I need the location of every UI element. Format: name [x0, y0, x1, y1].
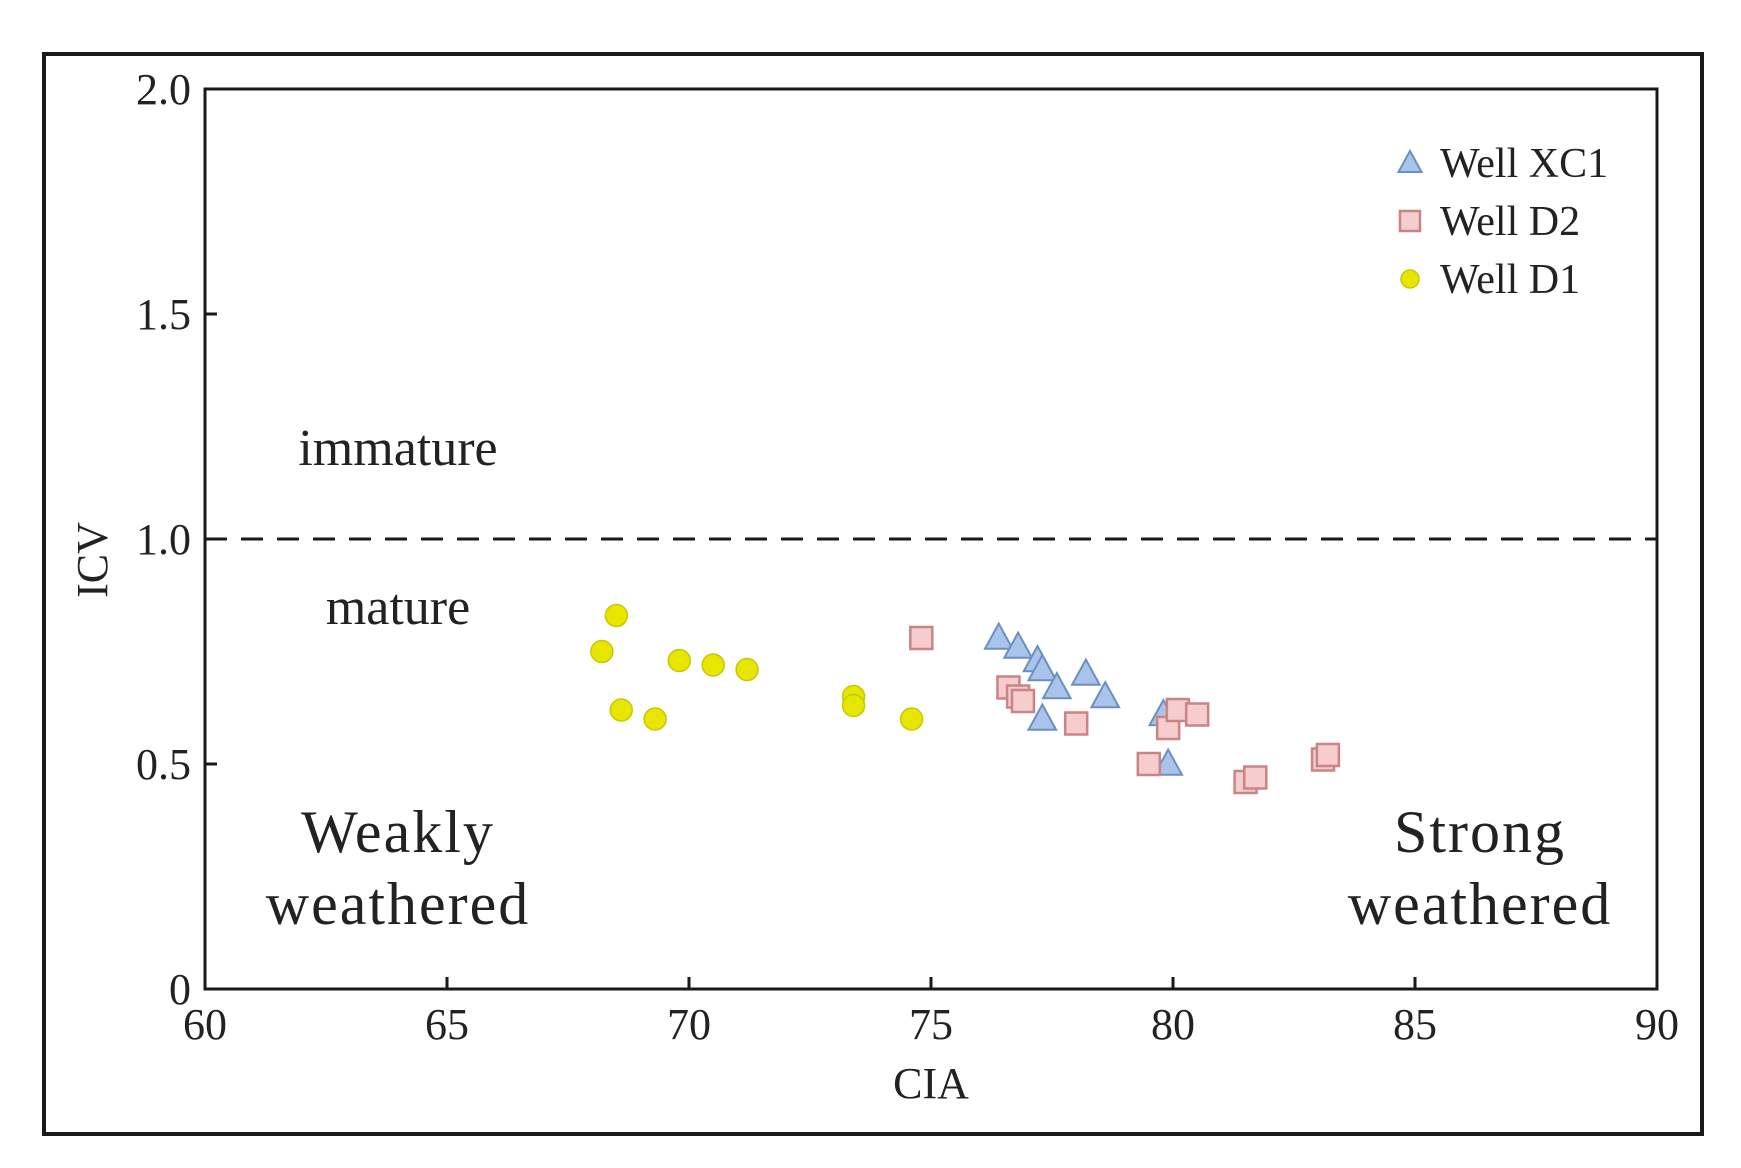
data-point-well-d1 [609, 698, 633, 722]
legend: Well XC1 Well D2 Well D1 [1396, 141, 1608, 303]
legend-marker-well-d1 [1400, 269, 1420, 289]
data-point-well-d2 [1315, 742, 1341, 768]
x-tick-label: 90 [1635, 1000, 1679, 1049]
x-tick-label: 80 [1151, 1000, 1195, 1049]
y-tick-label: 1.0 [136, 515, 191, 564]
data-point-well-d1 [735, 657, 759, 682]
data-points [590, 603, 1341, 795]
legend-marker-well-d2 [1398, 209, 1422, 233]
data-point-well-d2 [1243, 765, 1268, 790]
data-point-well-d1 [604, 603, 629, 628]
data-point-well-xc1 [1026, 653, 1058, 682]
data-point-well-xc1 [1026, 702, 1058, 731]
x-axis-ticks: 60 65 70 75 80 85 90 [183, 977, 1679, 1049]
x-axis-title: CIA [893, 1059, 969, 1108]
data-point-well-xc1 [1070, 657, 1102, 686]
immature-label: immature [298, 420, 497, 477]
legend-label-well-xc1: Well XC1 [1440, 141, 1608, 187]
legend-label-well-d1: Well D1 [1440, 257, 1580, 303]
y-axis-ticks: 0 0.5 1.0 1.5 2.0 [136, 65, 217, 1014]
strong-weathered-label-line2: weathered [1348, 871, 1613, 937]
x-tick-label: 70 [667, 1000, 711, 1049]
data-point-well-xc1 [1041, 671, 1073, 700]
weakly-weathered-label-line2: weathered [266, 871, 531, 937]
data-point-well-d2 [1010, 688, 1036, 714]
x-tick-label: 85 [1393, 1000, 1437, 1049]
weakly-weathered-label-line1: Weakly [301, 799, 495, 865]
x-tick-label: 65 [425, 1000, 469, 1049]
y-tick-label: 0.5 [136, 740, 191, 789]
x-tick-label: 75 [909, 1000, 953, 1049]
data-point-well-d1 [701, 653, 725, 677]
legend-label-well-d2: Well D2 [1440, 199, 1580, 245]
data-point-well-xc1 [1089, 680, 1121, 709]
data-point-well-d1 [667, 648, 692, 673]
data-point-well-d2 [909, 625, 934, 651]
y-axis-title: ICV [68, 522, 117, 598]
y-tick-label: 2.0 [136, 65, 191, 114]
y-tick-label: 0 [169, 965, 191, 1014]
data-point-well-d1 [899, 707, 924, 731]
legend-marker-well-xc1 [1396, 148, 1424, 173]
data-point-well-xc1 [1002, 630, 1034, 659]
data-point-well-d2 [1184, 702, 1210, 727]
data-point-well-d1 [643, 707, 667, 731]
y-tick-label: 1.5 [136, 290, 191, 339]
strong-weathered-label-line1: Strong [1394, 799, 1566, 865]
mature-label: mature [326, 579, 470, 636]
data-point-well-d1 [590, 639, 614, 664]
data-point-well-xc1 [1152, 747, 1184, 776]
data-point-well-d2 [1136, 751, 1162, 777]
x-tick-label: 60 [183, 1000, 227, 1049]
data-point-well-xc1 [983, 621, 1015, 650]
data-point-well-d1 [841, 693, 866, 718]
data-point-well-d2 [1063, 711, 1089, 736]
